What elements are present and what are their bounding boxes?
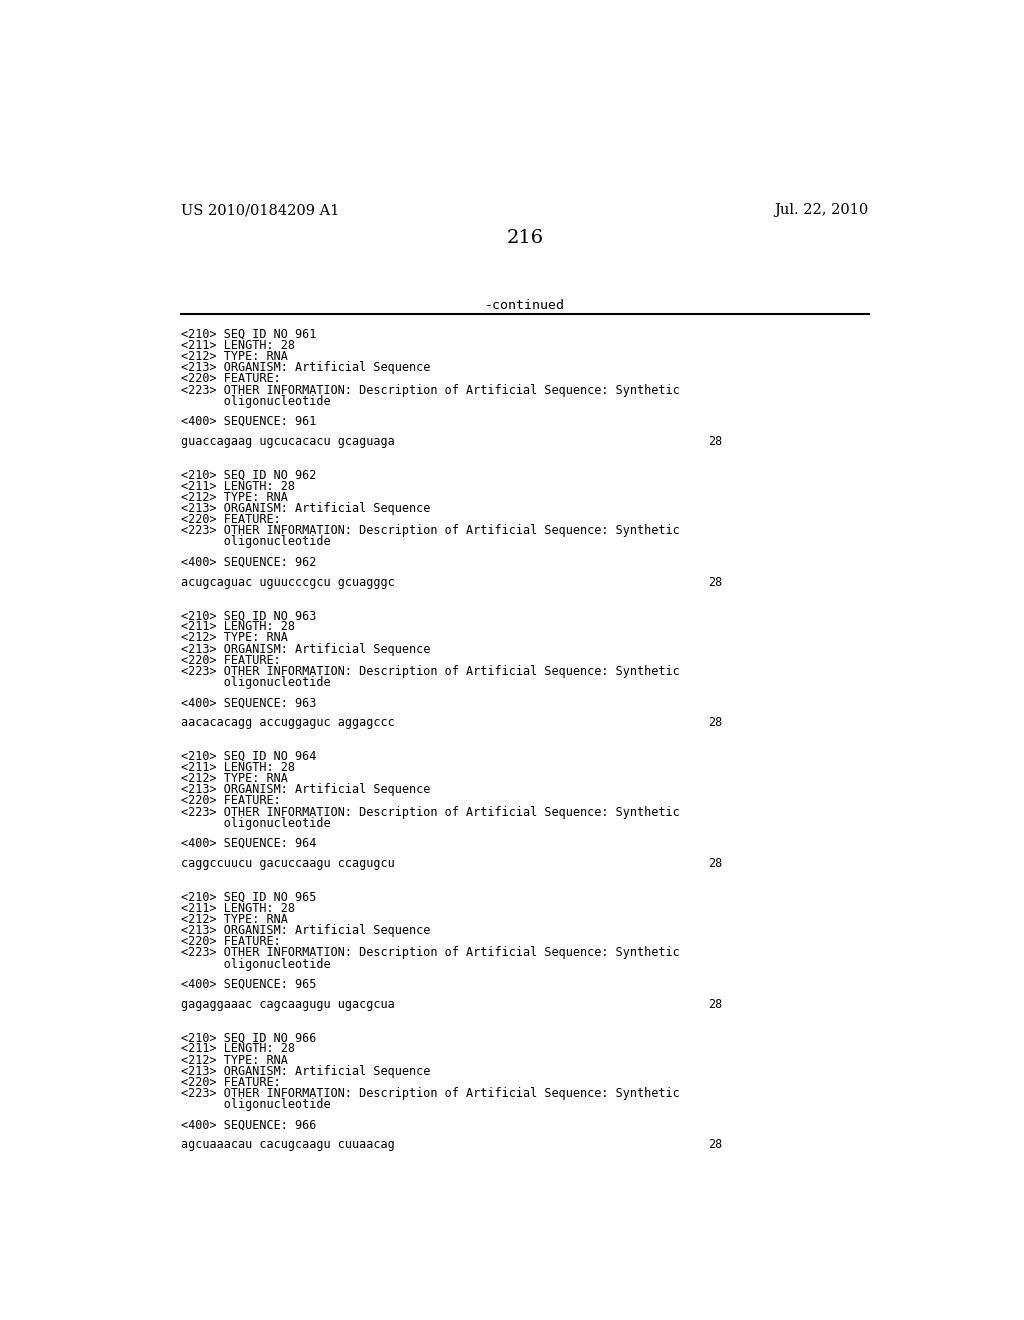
Text: <400> SEQUENCE: 965: <400> SEQUENCE: 965 xyxy=(180,978,316,990)
Text: <211> LENGTH: 28: <211> LENGTH: 28 xyxy=(180,762,295,774)
Text: 28: 28 xyxy=(708,998,722,1011)
Text: oligonucleotide: oligonucleotide xyxy=(180,536,331,549)
Text: <212> TYPE: RNA: <212> TYPE: RNA xyxy=(180,772,288,785)
Text: <220> FEATURE:: <220> FEATURE: xyxy=(180,653,281,667)
Text: <220> FEATURE:: <220> FEATURE: xyxy=(180,513,281,527)
Text: guaccagaag ugcucacacu gcaguaga: guaccagaag ugcucacacu gcaguaga xyxy=(180,436,394,447)
Text: aacacacagg accuggaguc aggagccc: aacacacagg accuggaguc aggagccc xyxy=(180,717,394,730)
Text: <212> TYPE: RNA: <212> TYPE: RNA xyxy=(180,631,288,644)
Text: <212> TYPE: RNA: <212> TYPE: RNA xyxy=(180,1053,288,1067)
Text: <220> FEATURE:: <220> FEATURE: xyxy=(180,1076,281,1089)
Text: <400> SEQUENCE: 964: <400> SEQUENCE: 964 xyxy=(180,837,316,850)
Text: <210> SEQ ID NO 963: <210> SEQ ID NO 963 xyxy=(180,609,316,622)
Text: <400> SEQUENCE: 962: <400> SEQUENCE: 962 xyxy=(180,556,316,569)
Text: 216: 216 xyxy=(506,230,544,247)
Text: <210> SEQ ID NO 964: <210> SEQ ID NO 964 xyxy=(180,750,316,763)
Text: <211> LENGTH: 28: <211> LENGTH: 28 xyxy=(180,902,295,915)
Text: <220> FEATURE:: <220> FEATURE: xyxy=(180,372,281,385)
Text: 28: 28 xyxy=(708,857,722,870)
Text: gagaggaaac cagcaagugu ugacgcua: gagaggaaac cagcaagugu ugacgcua xyxy=(180,998,394,1011)
Text: <223> OTHER INFORMATION: Description of Artificial Sequence: Synthetic: <223> OTHER INFORMATION: Description of … xyxy=(180,384,680,396)
Text: 28: 28 xyxy=(708,576,722,589)
Text: oligonucleotide: oligonucleotide xyxy=(180,957,331,970)
Text: <213> ORGANISM: Artificial Sequence: <213> ORGANISM: Artificial Sequence xyxy=(180,783,430,796)
Text: <210> SEQ ID NO 965: <210> SEQ ID NO 965 xyxy=(180,891,316,903)
Text: <400> SEQUENCE: 963: <400> SEQUENCE: 963 xyxy=(180,696,316,709)
Text: US 2010/0184209 A1: US 2010/0184209 A1 xyxy=(180,203,339,216)
Text: <211> LENGTH: 28: <211> LENGTH: 28 xyxy=(180,620,295,634)
Text: <223> OTHER INFORMATION: Description of Artificial Sequence: Synthetic: <223> OTHER INFORMATION: Description of … xyxy=(180,1088,680,1100)
Text: <212> TYPE: RNA: <212> TYPE: RNA xyxy=(180,491,288,504)
Text: caggccuucu gacuccaagu ccagugcu: caggccuucu gacuccaagu ccagugcu xyxy=(180,857,394,870)
Text: <212> TYPE: RNA: <212> TYPE: RNA xyxy=(180,913,288,925)
Text: Jul. 22, 2010: Jul. 22, 2010 xyxy=(774,203,869,216)
Text: <210> SEQ ID NO 966: <210> SEQ ID NO 966 xyxy=(180,1031,316,1044)
Text: oligonucleotide: oligonucleotide xyxy=(180,1098,331,1111)
Text: <213> ORGANISM: Artificial Sequence: <213> ORGANISM: Artificial Sequence xyxy=(180,643,430,656)
Text: <223> OTHER INFORMATION: Description of Artificial Sequence: Synthetic: <223> OTHER INFORMATION: Description of … xyxy=(180,805,680,818)
Text: <213> ORGANISM: Artificial Sequence: <213> ORGANISM: Artificial Sequence xyxy=(180,1065,430,1077)
Text: oligonucleotide: oligonucleotide xyxy=(180,676,331,689)
Text: agcuaaacau cacugcaagu cuuaacag: agcuaaacau cacugcaagu cuuaacag xyxy=(180,1138,394,1151)
Text: <223> OTHER INFORMATION: Description of Artificial Sequence: Synthetic: <223> OTHER INFORMATION: Description of … xyxy=(180,524,680,537)
Text: 28: 28 xyxy=(708,436,722,447)
Text: 28: 28 xyxy=(708,717,722,730)
Text: <213> ORGANISM: Artificial Sequence: <213> ORGANISM: Artificial Sequence xyxy=(180,502,430,515)
Text: <212> TYPE: RNA: <212> TYPE: RNA xyxy=(180,350,288,363)
Text: <213> ORGANISM: Artificial Sequence: <213> ORGANISM: Artificial Sequence xyxy=(180,924,430,937)
Text: <211> LENGTH: 28: <211> LENGTH: 28 xyxy=(180,1043,295,1056)
Text: <210> SEQ ID NO 962: <210> SEQ ID NO 962 xyxy=(180,469,316,482)
Text: 28: 28 xyxy=(708,1138,722,1151)
Text: -continued: -continued xyxy=(484,298,565,312)
Text: <211> LENGTH: 28: <211> LENGTH: 28 xyxy=(180,339,295,352)
Text: <220> FEATURE:: <220> FEATURE: xyxy=(180,935,281,948)
Text: oligonucleotide: oligonucleotide xyxy=(180,395,331,408)
Text: <220> FEATURE:: <220> FEATURE: xyxy=(180,795,281,808)
Text: <223> OTHER INFORMATION: Description of Artificial Sequence: Synthetic: <223> OTHER INFORMATION: Description of … xyxy=(180,665,680,678)
Text: <213> ORGANISM: Artificial Sequence: <213> ORGANISM: Artificial Sequence xyxy=(180,362,430,375)
Text: <223> OTHER INFORMATION: Description of Artificial Sequence: Synthetic: <223> OTHER INFORMATION: Description of … xyxy=(180,946,680,960)
Text: oligonucleotide: oligonucleotide xyxy=(180,817,331,830)
Text: <400> SEQUENCE: 966: <400> SEQUENCE: 966 xyxy=(180,1118,316,1131)
Text: acugcaguac uguucccgcu gcuagggc: acugcaguac uguucccgcu gcuagggc xyxy=(180,576,394,589)
Text: <211> LENGTH: 28: <211> LENGTH: 28 xyxy=(180,479,295,492)
Text: <210> SEQ ID NO 961: <210> SEQ ID NO 961 xyxy=(180,327,316,341)
Text: <400> SEQUENCE: 961: <400> SEQUENCE: 961 xyxy=(180,414,316,428)
